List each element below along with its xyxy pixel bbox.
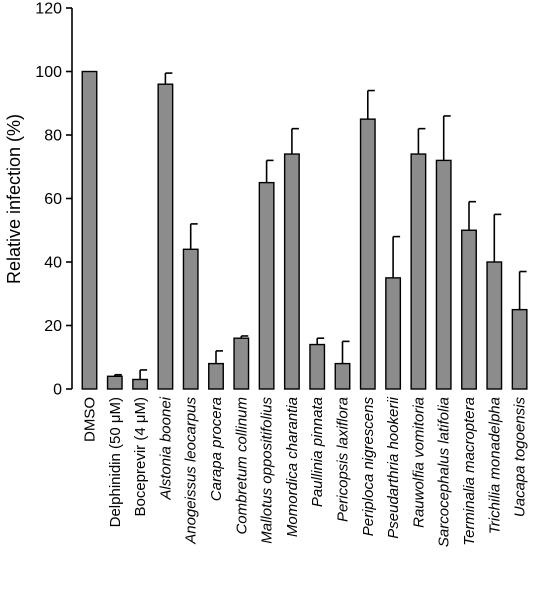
bar bbox=[157, 83, 174, 390]
bar bbox=[283, 153, 300, 390]
bar bbox=[258, 181, 275, 390]
y-tick-label: 20 bbox=[44, 318, 62, 335]
bar bbox=[132, 378, 149, 390]
y-tick-label: 60 bbox=[44, 191, 62, 208]
bar bbox=[309, 343, 326, 390]
x-tick-label: Terminalia macroptera bbox=[461, 397, 478, 546]
y-tick-label: 0 bbox=[53, 382, 62, 399]
y-tick-label: 100 bbox=[35, 64, 62, 81]
bar bbox=[410, 153, 427, 390]
bar bbox=[106, 375, 123, 390]
y-tick-label: 120 bbox=[35, 1, 62, 18]
bar bbox=[385, 277, 402, 390]
bar bbox=[461, 229, 477, 390]
x-tick-labels-group: DMSO Delphinidin (50 μM) Boceprevir (4 μM)… bbox=[82, 396, 529, 547]
x-tick-label: Combretum collinum bbox=[233, 397, 250, 535]
x-tick-label: DMSO bbox=[82, 397, 99, 442]
x-tick-label: Sarcocephalus latifolia bbox=[436, 397, 453, 547]
bar bbox=[81, 70, 98, 390]
bar bbox=[334, 362, 351, 390]
error-bars-group bbox=[114, 72, 527, 380]
x-tick-label: Momordica charantia bbox=[284, 397, 301, 537]
y-tick-label: 80 bbox=[44, 128, 62, 145]
bar bbox=[208, 362, 224, 390]
x-tick-label: Rauwolfia vomitoria bbox=[410, 397, 427, 528]
x-tick-label: Mallotus oppositifolius bbox=[259, 397, 276, 544]
x-tick-label: Boceprevir (4 μM) bbox=[132, 397, 149, 517]
x-tick-label: Alstonia boonei bbox=[157, 396, 174, 500]
x-tick-label: Trichilia monadelpha bbox=[486, 397, 503, 534]
bar bbox=[511, 308, 528, 390]
x-tick-label: Pericopsis laxiflora bbox=[335, 397, 352, 522]
bar bbox=[486, 261, 503, 390]
bar bbox=[435, 159, 452, 390]
bars-group bbox=[81, 70, 528, 390]
y-tick-label: 40 bbox=[44, 255, 62, 272]
x-tick-label: Periploca nigrescens bbox=[360, 397, 377, 537]
bar bbox=[359, 118, 376, 390]
x-tick-label: Uacapa togoensis bbox=[512, 397, 529, 518]
x-tick-label: Paullinia pinnata bbox=[309, 397, 326, 507]
x-tick-label: Pseudarthria hookerii bbox=[385, 396, 402, 538]
bar bbox=[182, 248, 199, 390]
bar bbox=[233, 337, 250, 390]
x-tick-label: Carapa procera bbox=[208, 397, 225, 501]
y-ticks-group: 0 20 40 60 80 100 120 bbox=[35, 1, 72, 399]
y-axis-label: Relative infection (%) bbox=[4, 114, 24, 284]
x-tick-label: Delphinidin (50 μM) bbox=[107, 397, 124, 527]
x-tick-label: Anogeissus leocarpus bbox=[183, 397, 200, 545]
